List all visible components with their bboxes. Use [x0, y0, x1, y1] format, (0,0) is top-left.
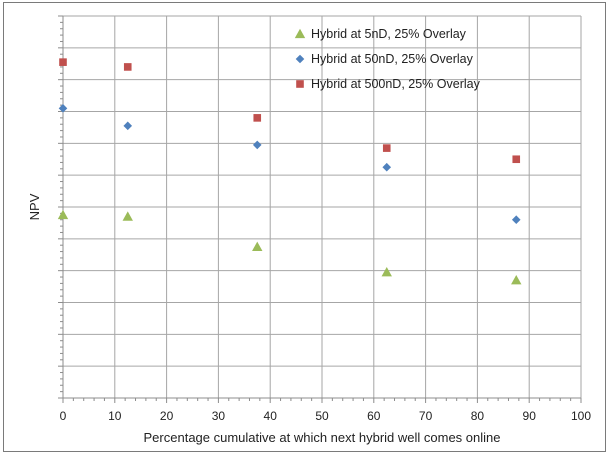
x-tick-label: 20: [160, 409, 174, 423]
data-point: [253, 114, 262, 122]
x-tick-label: 60: [367, 409, 381, 423]
series-triangle: [57, 209, 522, 285]
x-tick-label: 30: [212, 409, 226, 423]
data-point: [57, 209, 69, 220]
x-axis-title: Percentage cumulative at which next hybr…: [144, 430, 501, 445]
legend: Hybrid at 5nD, 25% Overlay Hybrid at 50nD…: [294, 27, 481, 91]
x-tick-label: 100: [571, 409, 591, 423]
x-tick-label: 90: [523, 409, 537, 423]
x-tick-label: 40: [264, 409, 278, 423]
data-point: [123, 63, 132, 71]
data-point: [382, 162, 392, 172]
data-point: [58, 104, 68, 113]
legend-marker: [296, 80, 304, 88]
data-point: [382, 144, 391, 152]
data-point: [512, 155, 521, 164]
legend-label: Hybrid at 50nD, 25% Overlay: [311, 52, 474, 66]
x-tick-labels: 0 10 20 30 40 50 60 70 80 90 100: [60, 409, 592, 423]
x-tick-label: 80: [471, 409, 485, 423]
legend-marker: [294, 28, 306, 39]
x-tick-label: 0: [60, 409, 67, 423]
legend-marker: [295, 54, 305, 64]
data-point: [252, 241, 263, 251]
x-tick-label: 70: [419, 409, 433, 423]
chart-frame: [3, 2, 606, 452]
series-square: [59, 58, 521, 164]
data-point: [59, 58, 67, 66]
x-tick-label: 10: [108, 409, 122, 423]
data-point: [122, 211, 133, 221]
axes: [58, 15, 582, 403]
data-point: [511, 275, 522, 285]
data-point: [252, 140, 262, 150]
x-tick-label: 50: [315, 409, 329, 423]
gridlines: [63, 15, 582, 398]
data-point: [123, 121, 133, 131]
series-diamond: [58, 104, 521, 225]
data-point: [511, 215, 521, 225]
data-point: [381, 267, 392, 277]
legend-label: Hybrid at 500nD, 25% Overlay: [311, 77, 481, 91]
data-points: [57, 58, 522, 285]
y-axis-title: NPV: [27, 193, 42, 220]
legend-label: Hybrid at 5nD, 25% Overlay: [311, 27, 467, 41]
